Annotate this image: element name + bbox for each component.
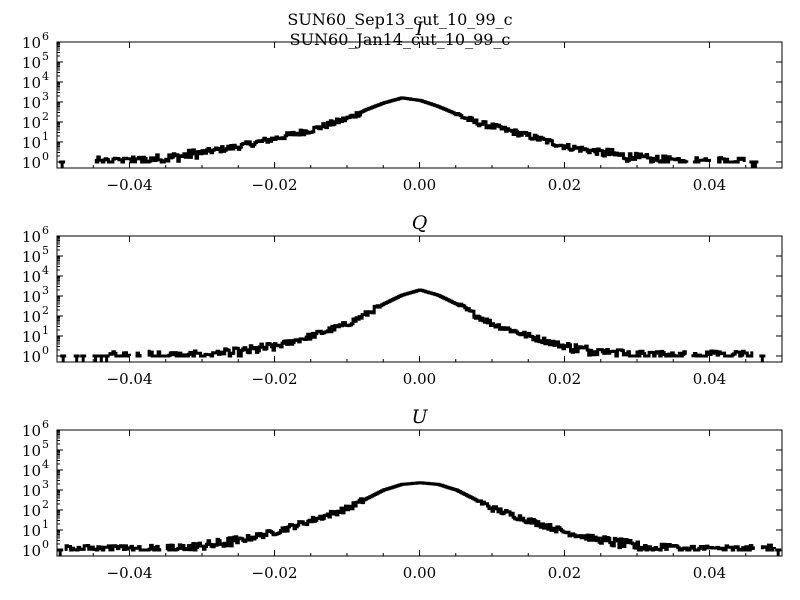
panel-title: I bbox=[415, 18, 424, 40]
y-tick-label: 10 bbox=[22, 442, 41, 460]
y-tick-exponent: 4 bbox=[42, 70, 49, 83]
y-tick-exponent: 1 bbox=[42, 130, 49, 143]
figure-title-line-2: SUN60_Jan14_cut_10_99_c bbox=[290, 30, 511, 49]
x-tick-label: 0.02 bbox=[548, 370, 581, 388]
y-tick-exponent: 2 bbox=[42, 110, 49, 123]
x-tick-label: 0.04 bbox=[693, 176, 726, 194]
y-tick-label: 10 bbox=[22, 268, 41, 286]
x-tick-label: −0.02 bbox=[252, 564, 298, 582]
y-tick-label: 10 bbox=[22, 542, 41, 560]
x-tick-label: −0.04 bbox=[107, 176, 153, 194]
y-tick-label: 10 bbox=[22, 288, 41, 306]
x-tick-label: 0.04 bbox=[693, 564, 726, 582]
y-tick-exponent: 6 bbox=[42, 30, 49, 43]
y-tick-label: 10 bbox=[22, 134, 41, 152]
y-tick-label: 10 bbox=[22, 228, 41, 246]
x-tick-label: 0.00 bbox=[403, 176, 436, 194]
y-tick-label: 10 bbox=[22, 34, 41, 52]
y-tick-label: 10 bbox=[22, 422, 41, 440]
x-tick-label: 0.04 bbox=[693, 370, 726, 388]
figure-title-line-1: SUN60_Sep13_cut_10_99_c bbox=[287, 10, 512, 29]
y-tick-label: 10 bbox=[22, 502, 41, 520]
series-line bbox=[94, 96, 746, 164]
y-tick-label: 10 bbox=[22, 114, 41, 132]
y-tick-exponent: 0 bbox=[42, 538, 49, 551]
y-tick-exponent: 3 bbox=[42, 90, 49, 103]
y-tick-exponent: 6 bbox=[42, 418, 49, 431]
y-tick-label: 10 bbox=[22, 482, 41, 500]
y-tick-exponent: 3 bbox=[42, 478, 49, 491]
y-tick-label: 10 bbox=[22, 328, 41, 346]
y-tick-exponent: 2 bbox=[42, 304, 49, 317]
y-tick-label: 10 bbox=[22, 308, 41, 326]
y-tick-exponent: 5 bbox=[42, 50, 49, 63]
panel-title: U bbox=[411, 406, 428, 428]
y-tick-exponent: 0 bbox=[42, 344, 49, 357]
x-tick-label: 0.00 bbox=[403, 564, 436, 582]
series-line bbox=[108, 288, 754, 358]
y-tick-label: 10 bbox=[22, 74, 41, 92]
plot-frame bbox=[56, 41, 783, 169]
y-tick-exponent: 4 bbox=[42, 458, 49, 471]
y-tick-exponent: 5 bbox=[42, 438, 49, 451]
panel-title: Q bbox=[412, 212, 428, 234]
x-tick-label: −0.02 bbox=[252, 176, 298, 194]
x-tick-label: −0.04 bbox=[107, 564, 153, 582]
y-tick-exponent: 5 bbox=[42, 244, 49, 257]
y-tick-label: 10 bbox=[22, 94, 41, 112]
x-tick-label: 0.02 bbox=[548, 564, 581, 582]
y-tick-exponent: 2 bbox=[42, 498, 49, 511]
y-tick-label: 10 bbox=[22, 154, 41, 172]
y-tick-label: 10 bbox=[22, 54, 41, 72]
y-tick-label: 10 bbox=[22, 248, 41, 266]
x-tick-label: −0.04 bbox=[107, 370, 153, 388]
y-tick-label: 10 bbox=[22, 522, 41, 540]
y-tick-exponent: 0 bbox=[42, 150, 49, 163]
y-tick-label: 10 bbox=[22, 348, 41, 366]
x-tick-label: −0.02 bbox=[252, 370, 298, 388]
x-tick-label: 0.02 bbox=[548, 176, 581, 194]
y-tick-exponent: 1 bbox=[42, 518, 49, 531]
plot-frame bbox=[56, 429, 783, 557]
y-tick-exponent: 1 bbox=[42, 324, 49, 337]
y-tick-label: 10 bbox=[22, 462, 41, 480]
y-tick-exponent: 3 bbox=[42, 284, 49, 297]
plot-frame bbox=[56, 235, 783, 363]
y-tick-exponent: 4 bbox=[42, 264, 49, 277]
x-tick-label: 0.00 bbox=[403, 370, 436, 388]
y-tick-exponent: 6 bbox=[42, 224, 49, 237]
series-line bbox=[64, 481, 776, 552]
